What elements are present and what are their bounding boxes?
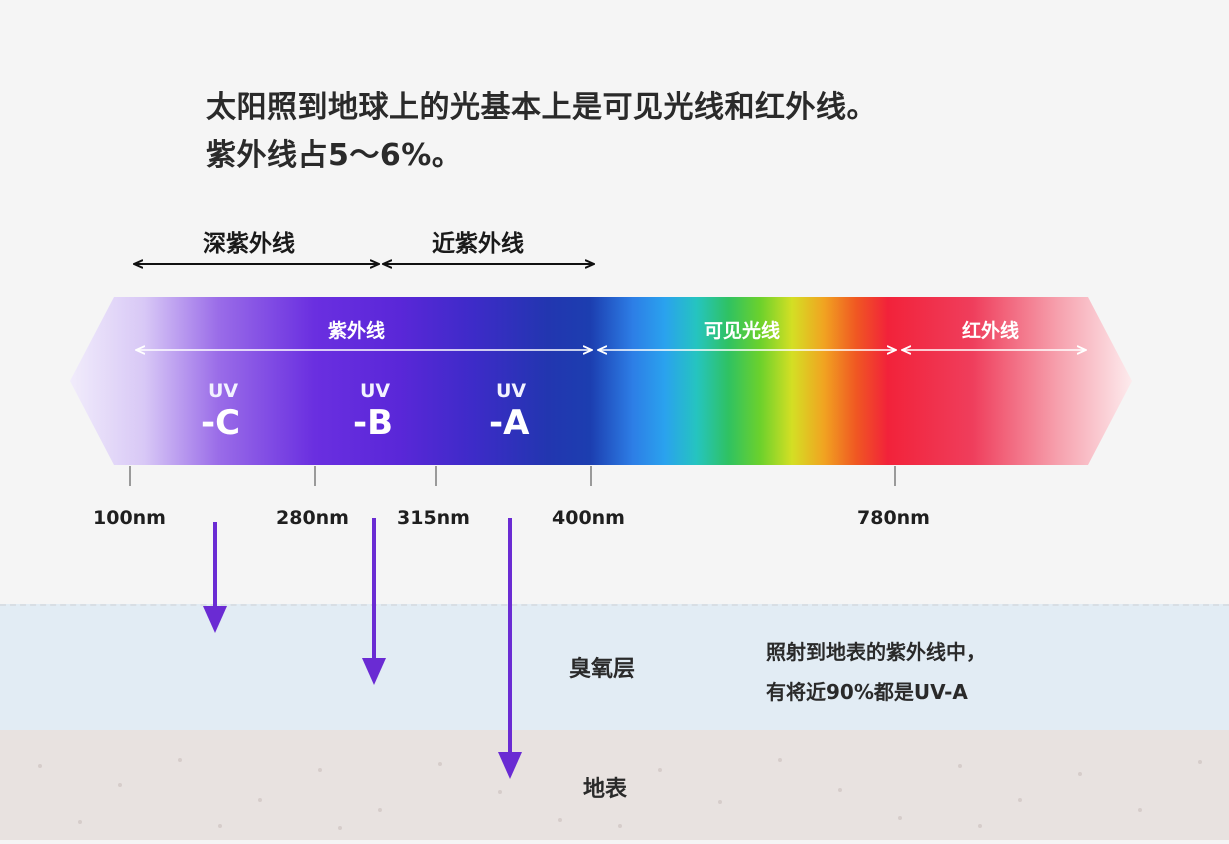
tick-label-280nm: 280nm bbox=[276, 507, 349, 529]
tick-label-100nm: 100nm bbox=[93, 507, 166, 529]
tick-label-315nm: 315nm bbox=[397, 507, 470, 529]
uva-label-bottom: -A bbox=[489, 403, 530, 443]
ground-layer bbox=[0, 730, 1229, 840]
spectrum-diagram bbox=[70, 0, 1132, 486]
uv-band-label: 紫外线 bbox=[328, 320, 386, 342]
uva-label-top: UV bbox=[496, 380, 527, 402]
uvc-label-bottom: -C bbox=[201, 403, 241, 443]
uvb-label-bottom: -B bbox=[353, 403, 394, 443]
ground-label: 地表 bbox=[583, 777, 628, 802]
title-line-2: 紫外线占5～6%。 bbox=[206, 138, 463, 173]
infrared-band-label: 红外线 bbox=[962, 320, 1020, 342]
uvc-label-top: UV bbox=[208, 380, 239, 402]
uvb-label-top: UV bbox=[360, 380, 391, 402]
deep-uv-label: 深紫外线 bbox=[203, 231, 295, 257]
ozone-label: 臭氧层 bbox=[569, 657, 636, 682]
note-line-1: 照射到地表的紫外线中， bbox=[766, 640, 986, 664]
title-line-1: 太阳照到地球上的光基本上是可见光线和红外线。 bbox=[206, 90, 877, 125]
visible-band-label: 可见光线 bbox=[704, 320, 781, 342]
tick-label-780nm: 780nm bbox=[857, 507, 930, 529]
spectrum-band bbox=[70, 297, 1132, 465]
tick-label-400nm: 400nm bbox=[552, 507, 625, 529]
ground-dots bbox=[38, 758, 1202, 830]
near-uv-label: 近紫外线 bbox=[432, 231, 524, 257]
note-line-2: 有将近90%都是UV-A bbox=[766, 680, 968, 704]
